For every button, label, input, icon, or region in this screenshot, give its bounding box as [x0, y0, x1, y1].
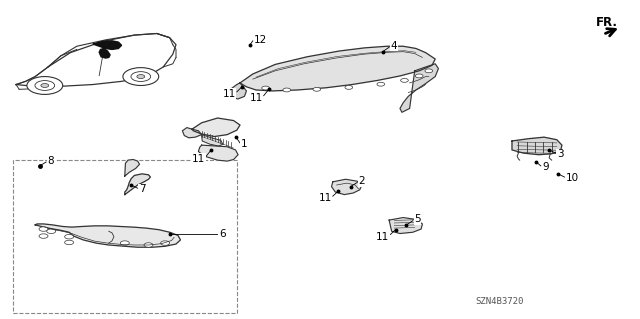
Text: 12: 12	[254, 34, 268, 45]
Circle shape	[144, 243, 153, 247]
Circle shape	[283, 88, 291, 92]
Polygon shape	[332, 179, 362, 195]
Circle shape	[313, 87, 321, 91]
Circle shape	[41, 84, 49, 87]
Text: 5: 5	[414, 214, 420, 225]
Polygon shape	[182, 128, 202, 138]
Circle shape	[415, 74, 423, 78]
Text: 9: 9	[542, 162, 548, 172]
Text: 6: 6	[219, 229, 225, 240]
Circle shape	[345, 85, 353, 89]
Circle shape	[39, 227, 48, 231]
Circle shape	[27, 77, 63, 94]
Text: 11: 11	[223, 89, 236, 99]
Circle shape	[65, 240, 74, 245]
Polygon shape	[16, 33, 176, 86]
Polygon shape	[35, 224, 180, 247]
Text: 8: 8	[47, 156, 54, 166]
Circle shape	[35, 81, 54, 90]
Polygon shape	[400, 64, 438, 112]
Bar	[13, 160, 237, 313]
Text: 7: 7	[139, 184, 145, 195]
Circle shape	[262, 86, 269, 90]
Circle shape	[123, 68, 159, 85]
Text: FR.: FR.	[596, 17, 618, 29]
Polygon shape	[202, 135, 223, 146]
Circle shape	[65, 234, 74, 239]
Circle shape	[377, 82, 385, 86]
Text: 11: 11	[250, 93, 262, 103]
Circle shape	[161, 241, 170, 245]
Text: 3: 3	[557, 149, 563, 160]
Polygon shape	[227, 83, 246, 99]
Polygon shape	[125, 160, 140, 176]
Text: 11: 11	[376, 232, 389, 242]
Text: 11: 11	[319, 193, 332, 204]
Text: 1: 1	[241, 139, 247, 149]
Circle shape	[131, 72, 150, 81]
Polygon shape	[240, 46, 435, 91]
Polygon shape	[198, 145, 238, 161]
Circle shape	[425, 69, 433, 73]
Polygon shape	[93, 41, 122, 49]
Polygon shape	[125, 174, 150, 195]
Polygon shape	[192, 118, 240, 137]
Circle shape	[47, 229, 56, 234]
Polygon shape	[389, 218, 422, 234]
Polygon shape	[512, 137, 562, 155]
Text: 10: 10	[566, 173, 579, 183]
Polygon shape	[99, 48, 110, 58]
Text: 2: 2	[358, 176, 365, 186]
Text: 4: 4	[390, 41, 397, 51]
Circle shape	[39, 234, 48, 238]
Circle shape	[120, 241, 129, 245]
Text: 11: 11	[192, 153, 205, 164]
Circle shape	[401, 78, 408, 82]
Circle shape	[137, 75, 145, 78]
Text: SZN4B3720: SZN4B3720	[475, 297, 524, 306]
